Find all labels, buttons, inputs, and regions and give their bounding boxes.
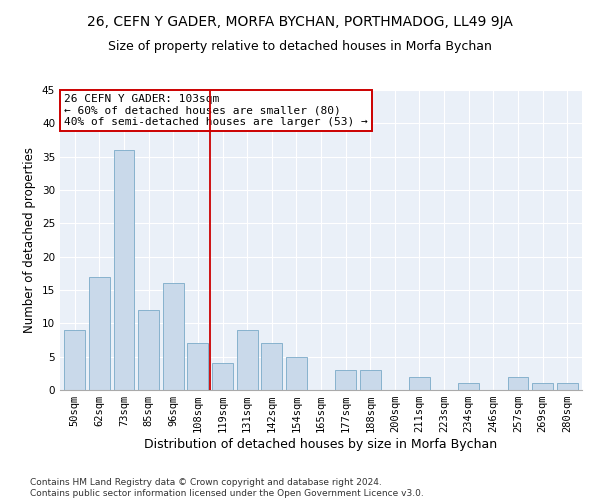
Text: 26 CEFN Y GADER: 103sqm
← 60% of detached houses are smaller (80)
40% of semi-de: 26 CEFN Y GADER: 103sqm ← 60% of detache… bbox=[64, 94, 368, 128]
X-axis label: Distribution of detached houses by size in Morfa Bychan: Distribution of detached houses by size … bbox=[145, 438, 497, 451]
Bar bbox=[138, 310, 159, 390]
Bar bbox=[212, 364, 233, 390]
Text: 26, CEFN Y GADER, MORFA BYCHAN, PORTHMADOG, LL49 9JA: 26, CEFN Y GADER, MORFA BYCHAN, PORTHMAD… bbox=[87, 15, 513, 29]
Bar bbox=[557, 384, 578, 390]
Bar bbox=[113, 150, 134, 390]
Bar bbox=[64, 330, 85, 390]
Y-axis label: Number of detached properties: Number of detached properties bbox=[23, 147, 37, 333]
Text: Contains HM Land Registry data © Crown copyright and database right 2024.
Contai: Contains HM Land Registry data © Crown c… bbox=[30, 478, 424, 498]
Bar bbox=[508, 376, 529, 390]
Bar bbox=[286, 356, 307, 390]
Bar bbox=[360, 370, 381, 390]
Bar bbox=[409, 376, 430, 390]
Bar bbox=[187, 344, 208, 390]
Bar bbox=[163, 284, 184, 390]
Bar bbox=[458, 384, 479, 390]
Text: Size of property relative to detached houses in Morfa Bychan: Size of property relative to detached ho… bbox=[108, 40, 492, 53]
Bar bbox=[261, 344, 282, 390]
Bar bbox=[89, 276, 110, 390]
Bar bbox=[335, 370, 356, 390]
Bar bbox=[236, 330, 257, 390]
Bar bbox=[532, 384, 553, 390]
